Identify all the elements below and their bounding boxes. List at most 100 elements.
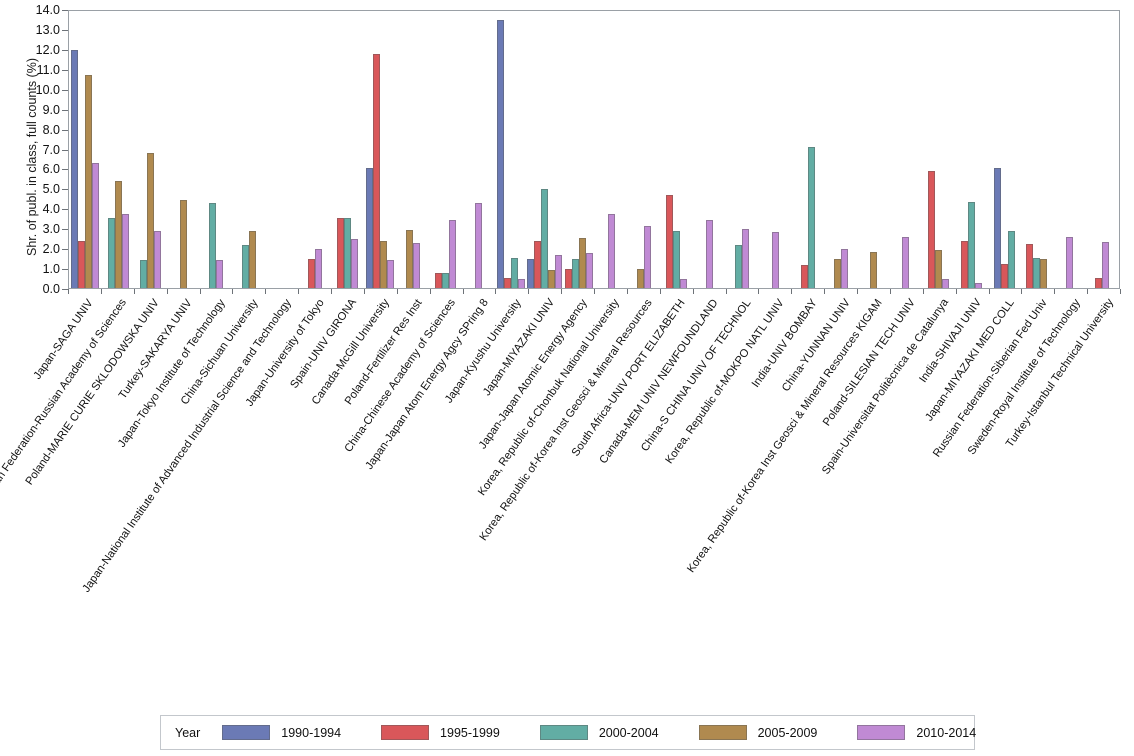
bar-group [69,11,102,288]
y-axis-tick [62,10,68,11]
bar [180,200,188,288]
x-axis-tick [857,289,858,294]
x-axis-tick [495,289,497,294]
bar-group [429,11,462,288]
x-axis-tick [363,289,365,294]
legend-title: Year [175,725,201,740]
legend-swatch [539,725,588,740]
bar [960,241,968,288]
bar-group [824,11,857,288]
x-axis-label: China-Chinese Academy of Sciences [342,296,458,455]
x-axis-tick [100,289,102,294]
bar [242,245,250,288]
bar-group [265,11,298,288]
bar-group [726,11,759,288]
bar [1026,244,1034,288]
y-axis-tick-label: 0.0 [42,282,60,296]
bar [412,243,420,288]
bar [564,269,572,288]
legend-item[interactable]: 1990-1994 [222,725,341,740]
bar [735,245,743,288]
legend-label: 2005-2009 [757,725,818,740]
x-axis-label: Japan-National Institute of Advanced Ind… [80,297,294,595]
x-axis-tick [561,289,563,294]
x-axis-label: Korea, Republic of-Chonbuk National Univ… [476,297,623,499]
y-axis-tick-label: 11.0 [36,62,60,77]
x-axis-ticks [68,289,1121,295]
x-axis-label: Poland-Fertilizer Res Inst [342,297,425,408]
x-axis-tick [955,289,957,294]
bar-group [134,11,167,288]
bar [644,226,652,288]
legend-item[interactable]: 2005-2009 [698,725,818,740]
x-axis-label: Poland-SILESIAN TECH UNIV [821,296,919,429]
x-axis-tick [1120,289,1121,294]
x-axis-tick [68,289,69,294]
legend-swatch [857,725,906,740]
y-axis-tick-label: 9.0 [42,102,60,117]
x-axis-tick [166,289,168,294]
x-axis-label: China-YUNNAN UNIV [779,296,853,394]
y-axis-tick-label: 12.0 [35,42,60,57]
bar [527,259,535,288]
x-axis-label: Korea, Republic of-Korea Inst Geosci & M… [685,297,886,576]
y-axis-tick-label: 5.0 [42,182,60,197]
legend-items: 1990-1994 1995-1999 2000-2004 2005-2009 2010… [222,725,1016,740]
bar [1040,259,1048,288]
bar [336,218,344,288]
bar-group [628,11,661,288]
bar-group [857,11,890,288]
bar [448,220,456,288]
bar [928,171,936,288]
y-axis-tick-label: 8.0 [42,122,60,137]
bar [209,203,217,288]
x-axis-tick [331,289,332,294]
x-axis-tick [1054,289,1056,294]
x-axis-label: Russian Federation-Russian Academy of Sc… [0,296,130,510]
x-axis-tick [1021,289,1023,294]
bar-group [102,11,135,288]
y-axis-tick [62,189,68,191]
bar [771,232,779,288]
y-axis-tick [62,89,68,91]
bar-group [462,11,495,288]
legend-item[interactable]: 1995-1999 [381,725,500,740]
x-axis-tick [692,289,694,294]
bar [510,258,518,288]
legend-item[interactable]: 2000-2004 [539,725,659,740]
bar [1066,237,1074,288]
y-axis-tick-label: 3.0 [42,222,60,237]
x-axis-label: Russian Federation-Siberian Fed Univ [930,297,1050,460]
legend-swatch [222,725,271,740]
bar [147,152,155,288]
bar-group [562,11,595,288]
bar [967,202,975,288]
y-axis-tick-label: 4.0 [42,202,60,217]
bar [902,237,910,288]
legend-label: 1990-1994 [281,725,342,740]
legend-item[interactable]: 2010-2014 [857,725,976,740]
bar [680,279,688,288]
bar [942,279,950,288]
bar [1007,231,1015,288]
y-axis-tick-label: 13.0 [35,22,60,37]
x-axis-label: Spain-Universitat Politècnica de Catalun… [820,296,952,477]
x-axis-tick [758,289,760,294]
bar-group [1021,11,1054,288]
bar-group [167,11,200,288]
y-axis-tick [62,49,68,51]
bar [379,241,387,288]
bar [993,168,1001,288]
legend-label: 2010-2014 [916,725,977,740]
x-axis-label: Japan-University of Tokyo [243,297,327,409]
bar [1000,264,1008,288]
bar-group [660,11,693,288]
bar [742,229,750,288]
x-axis-label: Japan-Japan Atom Energy Agcy SPring 8 [363,296,491,472]
bar [666,195,674,288]
x-axis-tick [462,289,464,294]
x-axis-label: Sweden-Royal Institute of Technology [965,297,1083,458]
bar-groups [69,11,1119,288]
bar-group [693,11,726,288]
x-axis-label: South Africa-UNIV PORT ELIZABETH [569,297,688,459]
